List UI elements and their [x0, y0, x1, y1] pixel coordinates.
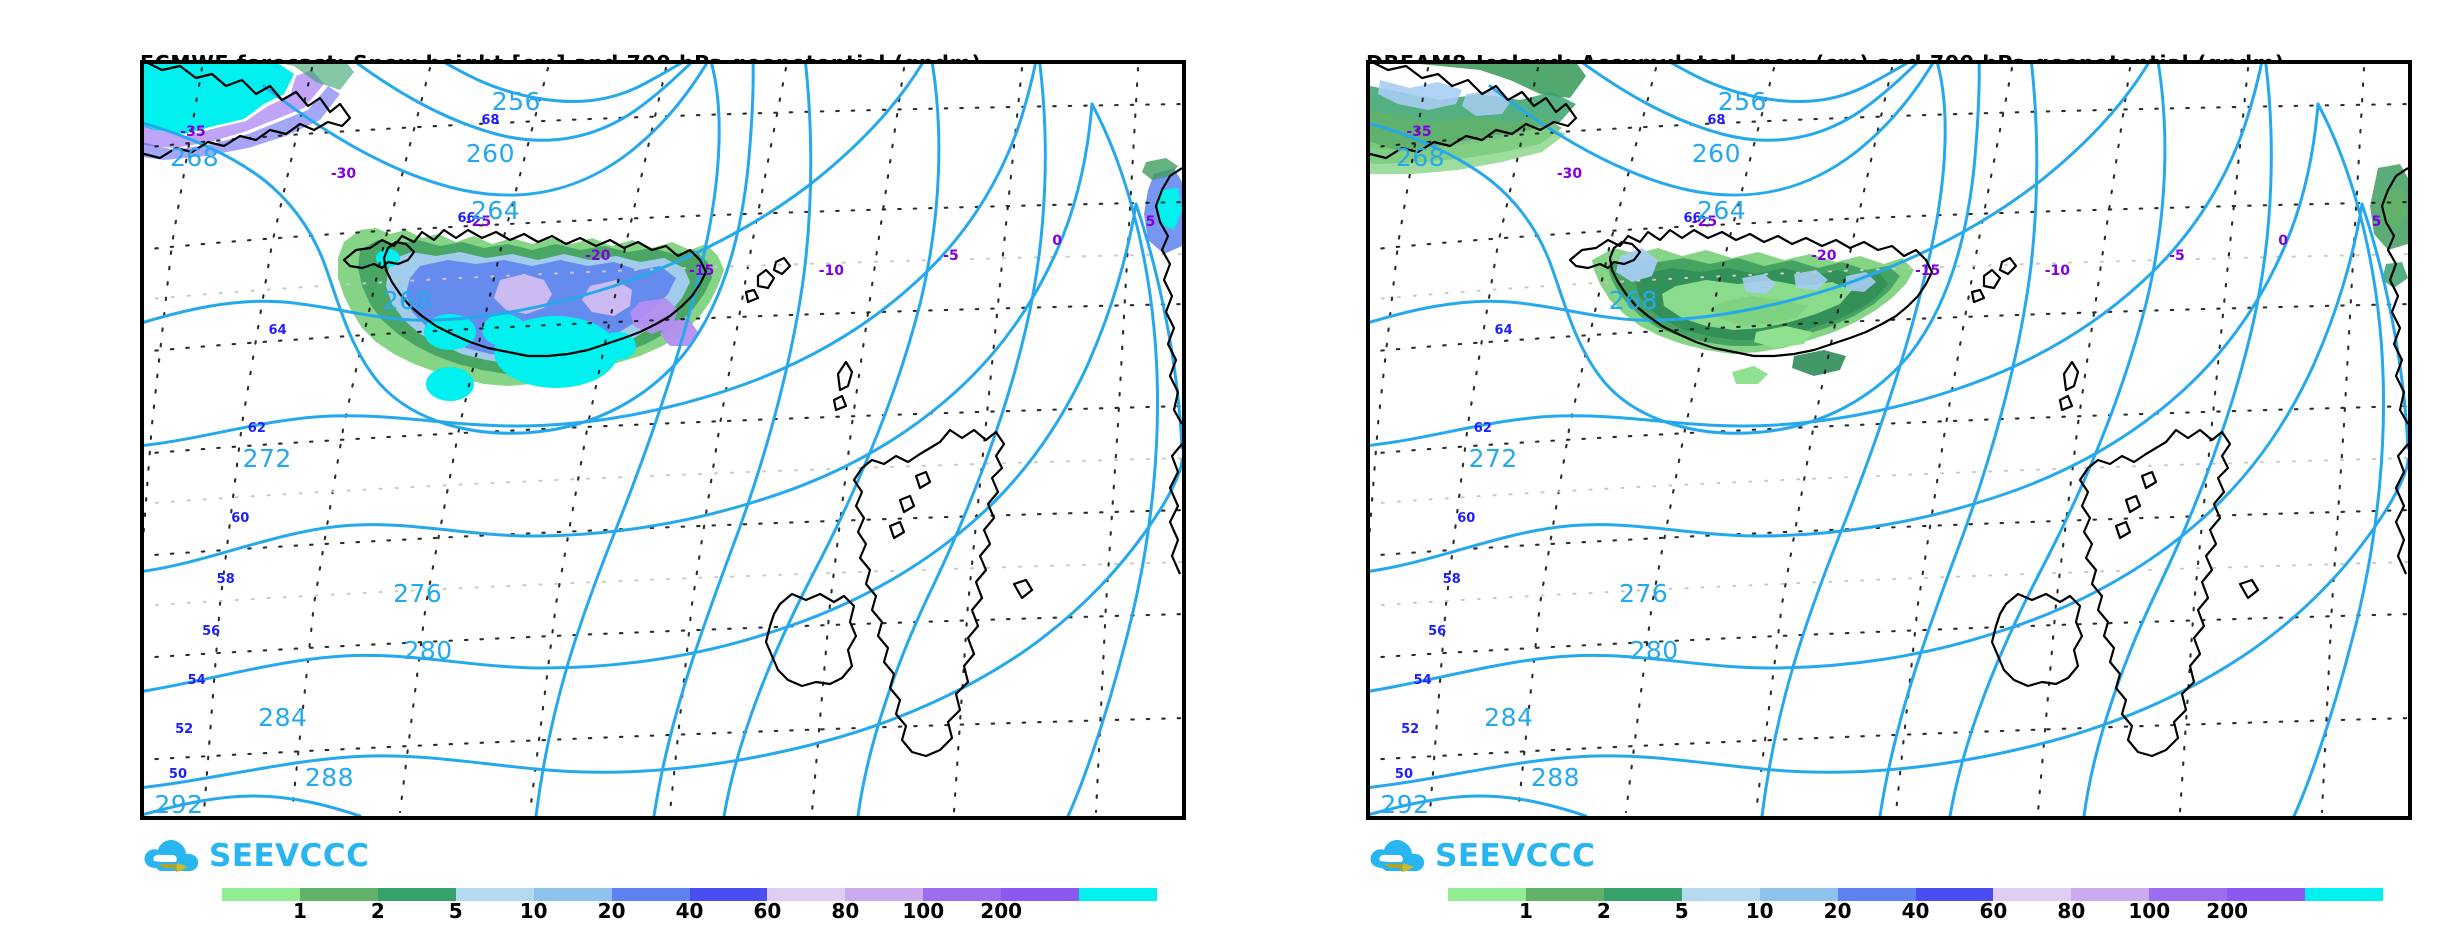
colorbar-tick-label: 40 — [675, 899, 704, 923]
colorbar-tick-label: 200 — [980, 899, 1023, 923]
colorbar-segment — [1837, 888, 1916, 901]
cloud-icon — [144, 840, 199, 872]
colorbar-segment — [455, 888, 534, 901]
logo-text: SEEVCCC — [1435, 837, 1596, 874]
colorbar-tick-label: 80 — [2057, 899, 2086, 923]
graticule-faint — [144, 253, 1182, 607]
geopotential-contours — [144, 64, 1182, 816]
colorbar-segment — [689, 888, 768, 901]
coastlines — [1370, 64, 2408, 758]
colorbar-segment — [2071, 888, 2150, 901]
colorbar-gradient — [222, 888, 1158, 901]
logo-text: SEEVCCC — [209, 837, 370, 874]
colorbar-segment — [1525, 888, 1604, 901]
colorbar-tick-label: 2 — [1596, 899, 1611, 923]
colorbar-segment — [1993, 888, 2072, 901]
colorbar-segment — [845, 888, 924, 901]
colorbar-segment — [1603, 888, 1682, 901]
colorbar-labels: 1 2 5 10 20 40 60 80 100 200 — [222, 901, 1157, 922]
map-canvas-ecmwf[interactable]: -35 -30 -25 -20 -15 -10 -5 0 5 68 66 64 … — [140, 60, 1186, 820]
colorbar-segment — [1448, 888, 1526, 901]
colorbar-tick-label: 200 — [2206, 899, 2249, 923]
colorbar-tick-label: 20 — [1823, 899, 1852, 923]
map-inner-dream8: -35 -30 -25 -20 -15 -10 -5 0 5 68 66 64 … — [1370, 64, 2408, 816]
colorbar-segment — [923, 888, 1002, 901]
colorbar-labels: 1 2 5 10 20 40 60 80 100 200 — [1448, 901, 2383, 922]
colorbar-tick-label: 10 — [1745, 899, 1774, 923]
colorbar-tick-label: 2 — [370, 899, 385, 923]
map-inner-ecmwf: -35 -30 -25 -20 -15 -10 -5 0 5 68 66 64 … — [144, 64, 1182, 816]
map-graphic-dream8 — [1370, 64, 2408, 816]
colorbar-tick-label: 10 — [519, 899, 548, 923]
colorbar-tick-label: 1 — [1518, 899, 1533, 923]
colorbar-segment — [2305, 888, 2384, 901]
colorbar-segment — [1681, 888, 1760, 901]
colorbar-tick-label: 80 — [831, 899, 860, 923]
graticule-faint — [1370, 253, 2408, 607]
panel-ecmwf: ECMWF forecast: Snow height [cm] and 700… — [140, 52, 1186, 922]
colorbar-segment — [377, 888, 456, 901]
colorbar-tick-label: 60 — [1979, 899, 2008, 923]
colorbar-segment — [611, 888, 690, 901]
colorbar-tick-label: 5 — [1674, 899, 1689, 923]
map-graphic-ecmwf — [144, 64, 1182, 816]
cloud-icon — [1370, 840, 1425, 872]
colorbar-tick-label: 5 — [448, 899, 463, 923]
coastlines — [144, 64, 1182, 758]
colorbar-ecmwf[interactable]: 1 2 5 10 20 40 60 80 100 200 — [222, 888, 1158, 922]
colorbar-segment — [1915, 888, 1994, 901]
colorbar-segment — [1079, 888, 1158, 901]
snow-shading-norway — [1142, 158, 1182, 254]
snow-shading-greenland — [1370, 64, 1586, 174]
colorbar-segment — [533, 888, 612, 901]
colorbar-segment — [1001, 888, 1080, 901]
colorbar-tick-label: 100 — [2128, 899, 2171, 923]
panel-dream8: DREAM8-Iceland: Accumulated snow (cm) an… — [1226, 0, 2452, 925]
colorbar-segment — [299, 888, 378, 901]
map-canvas-dream8[interactable]: -35 -30 -25 -20 -15 -10 -5 0 5 68 66 64 … — [1366, 60, 2412, 820]
colorbar-tick-label: 40 — [1901, 899, 1930, 923]
colorbar-tick-label: 20 — [597, 899, 626, 923]
colorbar-segment — [2227, 888, 2306, 901]
colorbar-tick-label: 1 — [292, 899, 307, 923]
seevccc-logo[interactable]: SEEVCCC — [142, 832, 369, 880]
colorbar-segment — [767, 888, 846, 901]
snow-shading-iceland — [338, 228, 724, 401]
colorbar-tick-label: 100 — [902, 899, 945, 923]
colorbar-segment — [1759, 888, 1838, 901]
seevccc-logo[interactable]: SEEVCCC — [1368, 832, 1595, 880]
snow-shading-norway — [2370, 164, 2408, 288]
colorbar-gradient — [1448, 888, 2384, 901]
colorbar-segment — [222, 888, 300, 901]
geopotential-contours — [1370, 64, 2408, 816]
snow-shading-greenland — [144, 64, 354, 160]
colorbar-dream8[interactable]: 1 2 5 10 20 40 60 80 100 200 — [1448, 888, 2384, 922]
colorbar-segment — [2149, 888, 2228, 901]
colorbar-tick-label: 60 — [753, 899, 782, 923]
